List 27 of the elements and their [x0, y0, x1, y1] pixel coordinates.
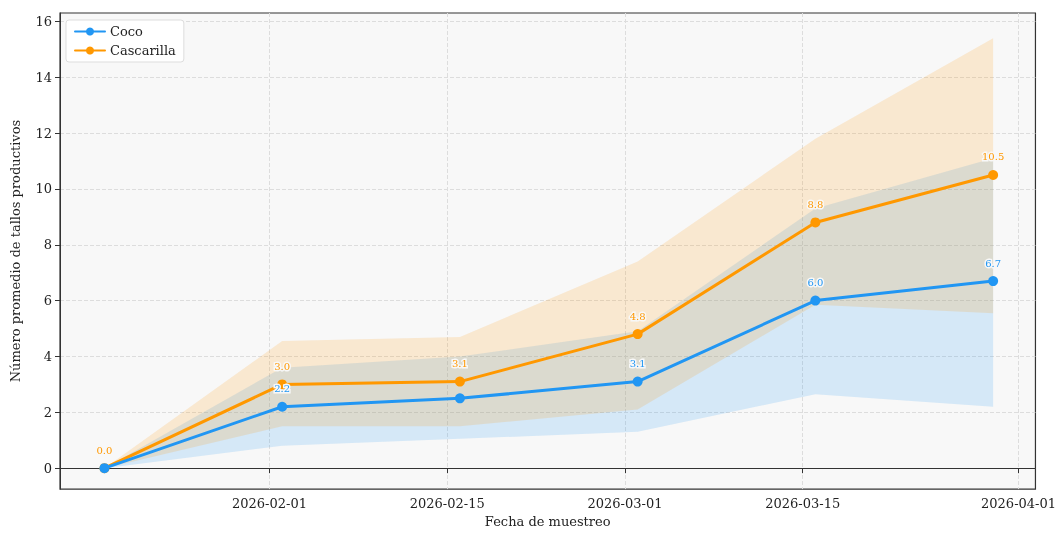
legend-label: Cascarilla [110, 43, 177, 58]
x-tick-label: 2026-02-15 [409, 496, 485, 512]
x-tick-label: 2026-02-01 [232, 496, 307, 512]
y-tick-label: 0 [43, 460, 52, 476]
y-tick-label: 12 [35, 125, 52, 141]
x-tick-label: 2026-03-01 [587, 496, 663, 512]
y-tick-label: 2 [43, 404, 52, 420]
y-tick-label: 14 [35, 69, 52, 85]
y-tick-label: 4 [43, 348, 52, 364]
x-tick-label: 2026-03-15 [765, 496, 841, 512]
y-tick-label: 10 [35, 181, 52, 197]
y-tick-label: 16 [35, 13, 52, 29]
data-label: 6.0 [807, 277, 824, 289]
data-label: 6.7 [985, 257, 1002, 269]
y-tick-label: 6 [43, 293, 52, 309]
data-label: 3.1 [629, 358, 646, 370]
data-label: 4.8 [629, 310, 646, 322]
data-label: 10.5 [982, 151, 1005, 163]
data-label: 3.0 [274, 360, 291, 372]
legend-label: Coco [110, 24, 144, 39]
x-axis-title: Fecha de muestreo [484, 514, 611, 529]
data-label: 3.1 [451, 358, 468, 370]
y-axis-title: Número promedio de tallos productivos [8, 119, 23, 383]
y-tick-label: 8 [43, 237, 52, 253]
x-tick-label: 2026-04-01 [981, 496, 1056, 512]
data-label: 0.0 [96, 444, 113, 456]
data-label: 8.8 [807, 198, 824, 210]
